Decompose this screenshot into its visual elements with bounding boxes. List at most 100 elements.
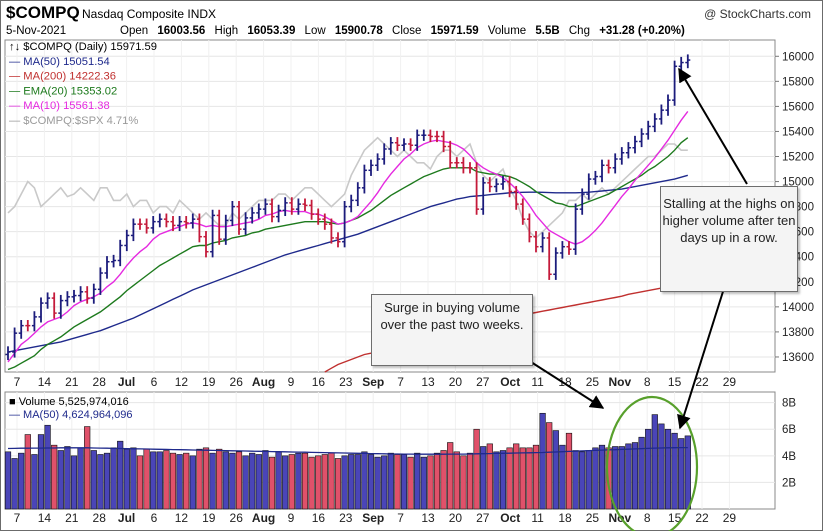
- price-bar: [328, 218, 334, 244]
- volume-bar: [328, 452, 335, 510]
- volume-bar: [295, 452, 302, 510]
- x-tick-label: 9: [288, 511, 295, 525]
- volume-bar: [572, 450, 579, 510]
- volume-bar: [11, 458, 18, 510]
- volume-bar: [499, 450, 507, 510]
- volume-bar: [348, 454, 355, 510]
- volume-bar: [288, 454, 295, 510]
- volume-bar: [480, 446, 487, 510]
- close-label: Close: [392, 25, 422, 37]
- price-bar: [256, 203, 262, 219]
- price-bar: [170, 216, 176, 232]
- price-bar: [342, 200, 348, 248]
- x-tick-label: 21: [65, 511, 79, 525]
- x-tick-label: 11: [531, 511, 544, 525]
- volume-bar: [44, 424, 51, 510]
- close-value: 15971.59: [430, 25, 479, 37]
- price-tick-label: 15600: [782, 101, 814, 113]
- price-bar: [612, 153, 618, 174]
- volume-bar: [447, 442, 454, 510]
- legend-entry: — EMA(20) 15353.02: [9, 85, 117, 97]
- volume-bar: [519, 447, 526, 510]
- volume-bar: [196, 448, 203, 510]
- x-tick-label: 8: [644, 511, 651, 525]
- volume-bar: [427, 455, 434, 510]
- price-bar: [454, 157, 460, 169]
- x-tick-label: 29: [723, 375, 737, 389]
- price-bar: [130, 218, 136, 242]
- x-tick-label: Jul: [118, 375, 135, 389]
- price-bar: [375, 153, 381, 171]
- price-bar: [540, 232, 546, 253]
- low-label: Low: [304, 25, 326, 37]
- volume-bar: [123, 448, 130, 510]
- x-tick-label: Nov: [608, 375, 631, 389]
- volume-bar: [64, 446, 71, 510]
- price-bar: [315, 208, 321, 225]
- x-tick-label: 22: [695, 511, 709, 525]
- x-tick-label: 12: [175, 375, 189, 389]
- price-bar: [507, 175, 513, 198]
- price-bar: [295, 198, 301, 215]
- callout-surge: Surge in buying volume over the past two…: [371, 294, 533, 366]
- x-tick-label: 27: [476, 511, 490, 525]
- price-bar: [460, 157, 466, 174]
- price-bar: [573, 203, 579, 255]
- x-tick-label: 16: [312, 511, 326, 525]
- price-bar: [559, 241, 565, 259]
- price-bar: [111, 254, 117, 268]
- x-tick-label: 7: [397, 511, 404, 525]
- x-tick-label: Sep: [362, 375, 384, 389]
- volume-bar: [671, 432, 678, 510]
- volume-bar: [367, 454, 375, 510]
- x-tick-label: 20: [449, 375, 463, 389]
- volume-bar: [466, 452, 474, 510]
- x-tick-label: 26: [230, 375, 244, 389]
- volume-bar: [493, 451, 500, 510]
- volume-bar: [202, 447, 210, 510]
- price-bar: [249, 207, 255, 224]
- price-bar: [64, 291, 70, 307]
- price-bar: [355, 182, 361, 206]
- price-bar: [632, 135, 638, 154]
- price-bar: [394, 137, 400, 151]
- x-tick-label: 8: [644, 375, 651, 389]
- price-bar: [177, 216, 183, 232]
- relative-strength-line: [7, 136, 688, 239]
- high-label: High: [214, 25, 239, 37]
- volume-bar: [440, 450, 447, 510]
- chg-label: Chg: [568, 25, 590, 37]
- price-bar: [474, 162, 480, 215]
- x-tick-label: 15: [668, 511, 682, 525]
- volume-bar: [658, 423, 665, 510]
- ohlc-bar: Open 16003.56 High 16053.39 Low 15900.78…: [120, 25, 691, 37]
- volume-bar: [453, 451, 460, 510]
- arrow-stalling-price: [678, 67, 748, 185]
- x-tick-label: 18: [558, 511, 572, 525]
- x-tick-label: 9: [288, 375, 295, 389]
- price-bar: [480, 177, 486, 215]
- price-bar: [685, 54, 691, 69]
- price-bar: [513, 185, 519, 210]
- volume-bar: [51, 444, 58, 510]
- price-bar: [124, 229, 130, 252]
- x-tick-label: 15: [668, 375, 682, 389]
- price-bar: [223, 214, 229, 245]
- volume-bar: [387, 452, 394, 510]
- price-bar: [672, 60, 678, 106]
- price-bar: [45, 292, 51, 309]
- price-bar: [427, 129, 433, 143]
- price-bar: [487, 177, 493, 193]
- x-tick-label: Sep: [362, 511, 384, 525]
- volume-bar: [282, 455, 289, 510]
- price-bar: [157, 213, 163, 228]
- volume-bar: [24, 434, 31, 510]
- x-tick-label: 25: [586, 511, 600, 525]
- price-bar: [467, 162, 473, 174]
- price-bar: [652, 113, 658, 133]
- x-tick-label: 20: [449, 511, 463, 525]
- price-tick-label: 15800: [782, 76, 814, 88]
- volume-bar: [163, 450, 170, 510]
- price-tick-label: 15200: [782, 152, 814, 164]
- price-bar: [533, 231, 539, 253]
